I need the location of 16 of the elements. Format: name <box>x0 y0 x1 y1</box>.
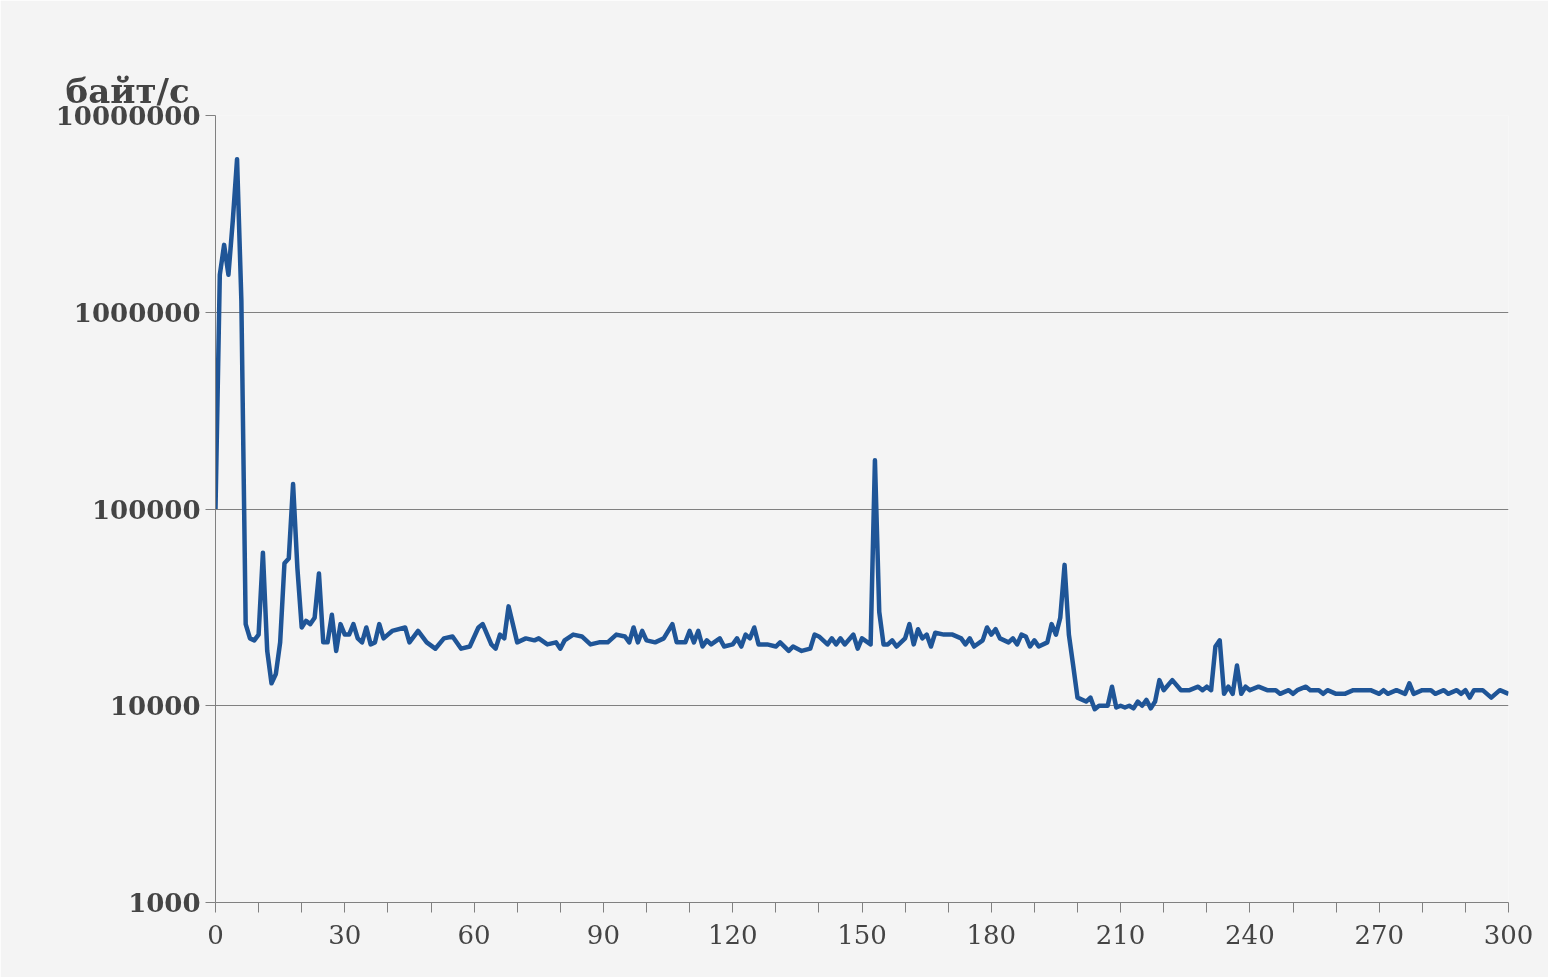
x-tick-label: 180 <box>966 919 1017 950</box>
y-tick-label: 1000000 <box>73 297 201 328</box>
line-series <box>215 156 1509 712</box>
x-tick-label: 150 <box>837 919 887 950</box>
y-tick-label: 10000 <box>110 691 201 722</box>
x-tick-label: 0 <box>207 919 224 950</box>
y-tick-label: 100000 <box>91 494 201 525</box>
x-tick-label: 210 <box>1095 919 1146 950</box>
x-tick-label: 60 <box>457 919 491 950</box>
x-tick-label: 30 <box>328 919 362 950</box>
x-tick-label: 270 <box>1354 919 1405 950</box>
x-tick-label: 240 <box>1225 919 1275 950</box>
x-tick-label: 120 <box>707 919 758 950</box>
x-tick-label: 300 <box>1483 919 1534 950</box>
x-tick-label: 90 <box>586 919 620 950</box>
y-tick-label: 1000 <box>128 888 201 918</box>
